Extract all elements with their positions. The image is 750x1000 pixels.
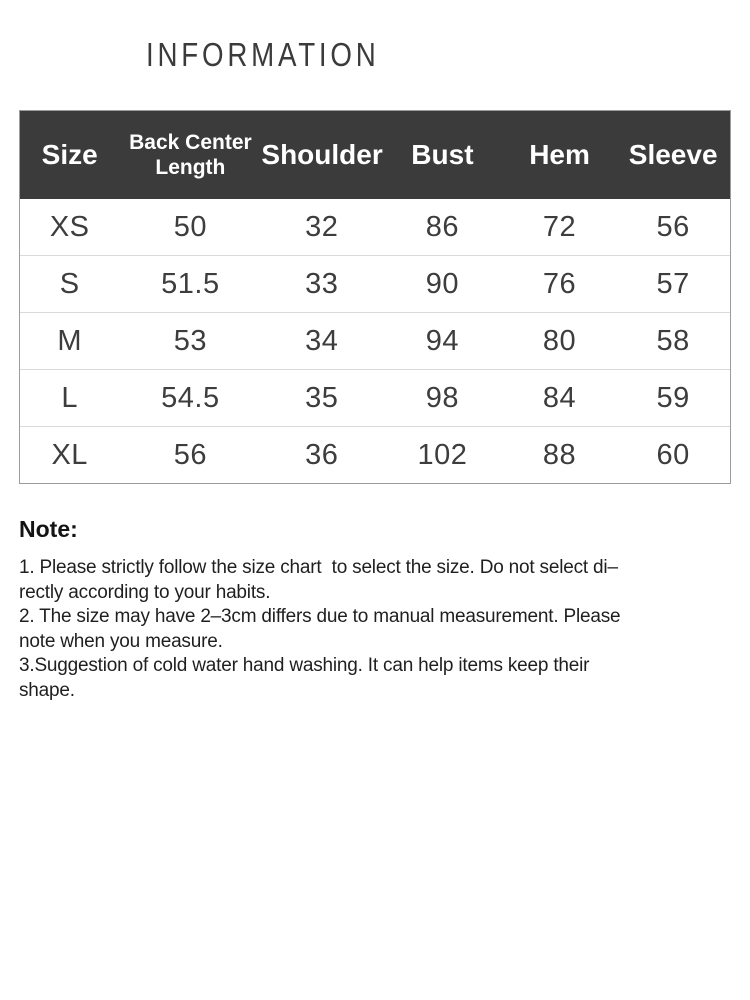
cell-bust: 86 xyxy=(425,210,460,243)
table-row-xl: XL 56 36 102 88 60 xyxy=(20,427,730,483)
table-row-xs: XS 50 32 86 72 56 xyxy=(20,199,730,256)
cell-hem: 76 xyxy=(542,267,577,300)
cell-back-center-length: 50 xyxy=(173,210,208,243)
cell-shoulder: 36 xyxy=(305,438,339,471)
note-line: 1. Please strictly follow the size chart… xyxy=(19,557,618,578)
cell-sleeve: 59 xyxy=(656,381,690,414)
cell-bust: 102 xyxy=(417,438,468,471)
table-row-m: M 53 34 94 80 58 xyxy=(20,313,730,370)
cell-back-center-length: 51.5 xyxy=(161,267,220,300)
cell-sleeve: 60 xyxy=(656,438,690,471)
cell-hem: 88 xyxy=(542,438,577,471)
cell-hem: 80 xyxy=(542,324,577,357)
table-row-s: S 51.5 33 90 76 57 xyxy=(20,256,730,313)
cell-shoulder: 34 xyxy=(305,324,339,357)
column-header-size: Size xyxy=(41,139,98,171)
cell-bust: 94 xyxy=(425,324,460,357)
table-row-l: L 54.5 35 98 84 59 xyxy=(20,370,730,427)
cell-back-center-length: 56 xyxy=(173,438,208,471)
size-chart-table: Size Back Center Length Shoulder Bust He… xyxy=(19,110,731,484)
cell-size: L xyxy=(61,381,79,414)
column-header-bust: Bust xyxy=(411,139,474,171)
cell-hem: 84 xyxy=(542,381,577,414)
cell-sleeve: 56 xyxy=(656,210,690,243)
column-header-sleeve: Sleeve xyxy=(628,139,718,171)
cell-bust: 90 xyxy=(425,267,460,300)
page-title: INFORMATION xyxy=(146,36,380,73)
cell-shoulder: 35 xyxy=(305,381,339,414)
cell-bust: 98 xyxy=(425,381,460,414)
cell-size: XL xyxy=(51,438,88,471)
cell-sleeve: 57 xyxy=(656,267,690,300)
column-header-shoulder: Shoulder xyxy=(261,139,383,171)
column-header-hem: Hem xyxy=(529,139,590,171)
cell-sleeve: 58 xyxy=(656,324,690,357)
cell-size: M xyxy=(57,324,83,357)
note-line: 3.Suggestion of cold water hand washing.… xyxy=(19,655,590,676)
note-line: 2. The size may have 2–3cm differs due t… xyxy=(19,606,621,627)
cell-size: XS xyxy=(49,210,90,243)
note-line: rectly according to your habits. xyxy=(19,581,271,603)
note-text: 1. Please strictly follow the size chart… xyxy=(19,556,739,703)
column-header-back-center-length: Back Center Length xyxy=(129,131,252,179)
cell-shoulder: 33 xyxy=(305,267,339,300)
note-heading: Note: xyxy=(19,516,78,542)
cell-size: S xyxy=(59,267,80,300)
note-line: note when you measure. xyxy=(19,630,223,652)
note-line: shape. xyxy=(19,679,75,701)
cell-shoulder: 32 xyxy=(305,210,339,243)
table-header-row: Size Back Center Length Shoulder Bust He… xyxy=(20,111,730,199)
cell-hem: 72 xyxy=(542,210,577,243)
cell-back-center-length: 54.5 xyxy=(161,381,220,414)
cell-back-center-length: 53 xyxy=(173,324,208,357)
